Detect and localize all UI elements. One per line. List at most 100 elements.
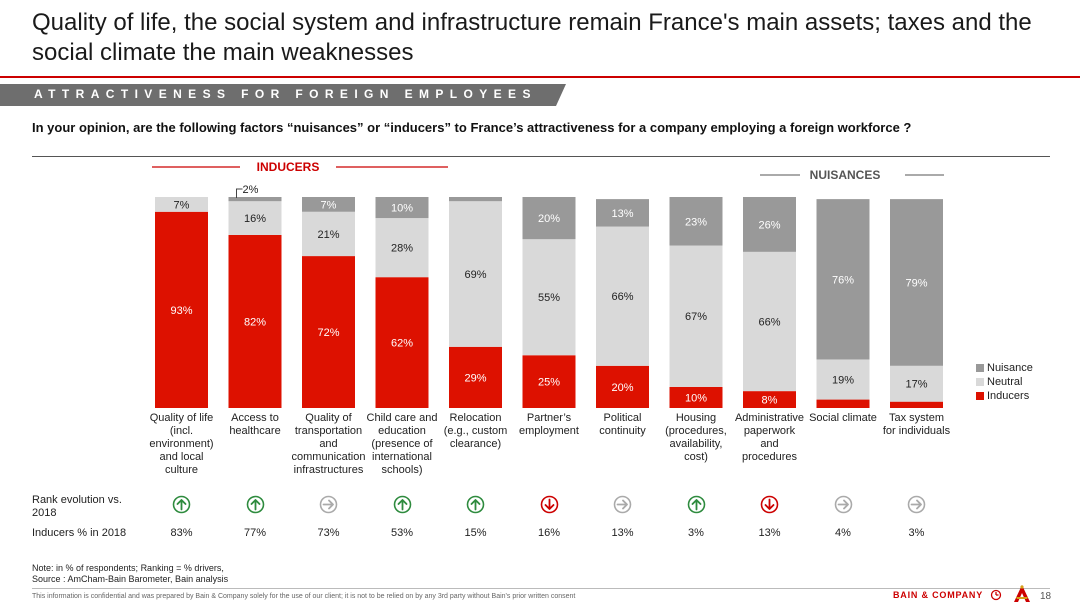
data-label-neutral-11: 17%: [905, 379, 927, 391]
category-label-line: Quality of: [305, 412, 352, 424]
category-label-line: and local: [159, 451, 204, 463]
arrow-down-icon: [760, 495, 779, 514]
category-label-line: environment): [149, 438, 214, 450]
category-label-line: schools): [381, 464, 423, 476]
category-label-line: Access to: [231, 412, 279, 424]
category-label-line: healthcare: [229, 425, 281, 437]
chart-legend: Nuisance Neutral Inducers: [976, 361, 1033, 403]
confidentiality-disclaimer: This information is confidential and was…: [32, 593, 576, 600]
bar-neutral-1: [155, 197, 208, 212]
bar-neutral-11: [890, 365, 943, 402]
bar-neutral-6: [522, 239, 576, 356]
section-banner: ATTRACTIVENESS FOR FOREIGN EMPLOYEES: [0, 84, 566, 106]
category-label-line: and: [760, 438, 779, 450]
title-divider: [0, 76, 1080, 78]
category-label-2: Access to healthcare: [216, 412, 294, 438]
category-label-3: Quality of transportation and communication…: [290, 412, 368, 477]
bar-inducers-4: [375, 277, 429, 408]
inducers-2018-value-2: 77%: [243, 527, 267, 539]
data-label-neutral-3: 21%: [317, 229, 339, 241]
inducers-2018-label: Inducers % in 2018: [32, 527, 127, 539]
inducers-2018-value-5: 15%: [464, 527, 487, 539]
source-line: Source : AmCham-Bain Barometer, Bain ana…: [32, 574, 229, 584]
legend-swatch-neutral: [976, 378, 984, 386]
arrow-flat-icon: [907, 495, 926, 514]
category-label-line: Child care and: [366, 412, 438, 424]
category-label-line: procedures: [741, 451, 798, 463]
arrow-up-icon: [246, 495, 264, 514]
bar-nuisance-4: [375, 197, 429, 219]
bar-inducers-1: [155, 211, 208, 408]
bar-neutral-7: [596, 226, 649, 366]
data-label-nuisance-9: 26%: [758, 219, 780, 231]
rank-evolution-label: Rank evolution vs. 2018: [32, 494, 122, 519]
arrow-flat-icon: [613, 495, 632, 514]
inducers-2018-value-11: 3%: [908, 527, 925, 539]
data-label-neutral-1: 7%: [174, 199, 190, 211]
bar-neutral-8: [669, 245, 723, 387]
stacked-bar-chart: INDUCERS NUISANCES 93% 7% 82% 16% 72% 21% 7% 62% 2…: [152, 160, 944, 408]
amcham-logo-icon: [1014, 585, 1030, 602]
bar-nuisance-10: [816, 199, 870, 360]
data-label-nuisance-3: 7%: [321, 199, 337, 211]
legend-swatch-nuisance: [976, 364, 984, 372]
legend-label-neutral: Neutral: [987, 376, 1023, 388]
category-label-line: culture: [164, 464, 199, 476]
legend-label-inducers: Inducers: [987, 390, 1030, 402]
data-label-nuisance-10: 76%: [832, 274, 854, 286]
data-label-inducers-7: 20%: [611, 382, 633, 394]
inducers-2018-value-7: 13%: [611, 527, 634, 539]
data-label-nuisance-7: 13%: [611, 208, 633, 220]
footnote: Note: in % of respondents; Ranking = % d…: [32, 563, 228, 585]
bar-inducers-10: [816, 399, 870, 408]
footer-divider: [32, 588, 1050, 589]
category-label-line: Administrative: [734, 412, 805, 424]
category-labels: Quality of life (incl. environment) and loc…: [0, 412, 1080, 482]
category-label-line: education: [378, 425, 426, 437]
bar-nuisance-6: [522, 197, 576, 240]
bar-neutral-3: [302, 211, 355, 257]
category-label-line: Housing: [675, 412, 717, 424]
data-label-inducers-8: 10%: [685, 392, 707, 404]
legend-swatch-inducers: [976, 392, 984, 400]
data-label-neutral-5: 69%: [464, 269, 486, 281]
data-label-inducers-2: 82%: [244, 316, 266, 328]
bar-neutral-9: [743, 251, 796, 392]
category-label-6: Partner’s employment: [510, 412, 588, 438]
data-label-neutral-9: 66%: [758, 316, 780, 328]
bar-neutral-2: [228, 201, 282, 235]
category-label-line: Political: [603, 412, 642, 424]
arrow-up-icon: [687, 495, 705, 514]
section-banner-shape: [0, 84, 566, 106]
nuisances-header: NUISANCES: [810, 168, 881, 182]
category-label-9: Administrative paperwork and procedures: [731, 412, 809, 464]
bar-inducers-2: [228, 234, 282, 408]
inducers-2018-value-6: 16%: [537, 527, 561, 539]
inducers-2018-value-1: 83%: [170, 527, 193, 539]
data-label-inducers-3: 72%: [317, 327, 339, 339]
category-label-line: (procedures,: [665, 425, 727, 437]
annotation-leader-line: [236, 188, 243, 198]
category-label-line: continuity: [599, 425, 646, 437]
legend-item-neutral: Neutral: [976, 375, 1033, 389]
category-label-5: Relocation (e.g., custom clearance): [437, 412, 515, 451]
data-label-nuisance-6: 20%: [538, 213, 560, 225]
category-label-10: Social climate: [804, 412, 882, 425]
category-label-11: Tax system for individuals: [878, 412, 956, 438]
bar-nuisance-3: [302, 197, 355, 212]
arrow-down-icon: [540, 495, 558, 514]
bar-neutral-5: [449, 201, 502, 347]
data-label-inducers-5: 29%: [464, 372, 486, 384]
bar-inducers-9: [743, 391, 796, 408]
category-label-line: employment: [519, 425, 579, 437]
bar-nuisance-11: [890, 199, 943, 366]
bar-inducers-3: [302, 256, 355, 408]
data-label-inducers-6: 25%: [538, 377, 560, 389]
bar-inducers-8: [669, 386, 723, 408]
arrow-up-icon: [172, 495, 191, 514]
bar-inducers-7: [596, 365, 649, 408]
section-title: ATTRACTIVENESS FOR FOREIGN EMPLOYEES: [34, 87, 537, 101]
bar-nuisance-8: [669, 197, 723, 246]
category-label-line: infrastructures: [293, 464, 364, 476]
category-label-line: Tax system: [888, 412, 944, 424]
